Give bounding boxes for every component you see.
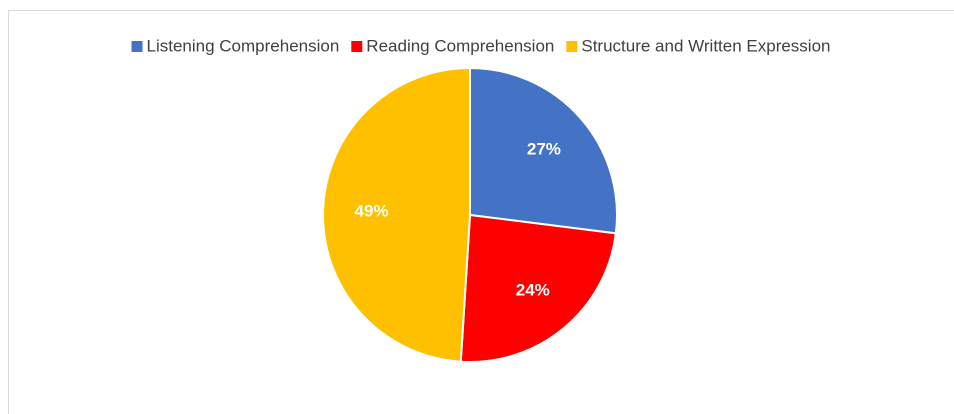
pie-slice xyxy=(469,66,618,235)
data-label: 49% xyxy=(355,201,389,220)
legend-swatch xyxy=(566,41,578,52)
legend-swatch xyxy=(131,41,143,52)
data-label: 24% xyxy=(516,280,550,299)
pie-slice xyxy=(322,66,471,363)
legend-label: Structure and Written Expression xyxy=(581,36,830,55)
pie-slice xyxy=(459,213,617,363)
legend-swatch xyxy=(351,41,363,52)
legend-label: Listening Comprehension xyxy=(147,36,340,55)
legend-label: Reading Comprehension xyxy=(366,36,554,55)
data-label: 27% xyxy=(527,139,561,158)
